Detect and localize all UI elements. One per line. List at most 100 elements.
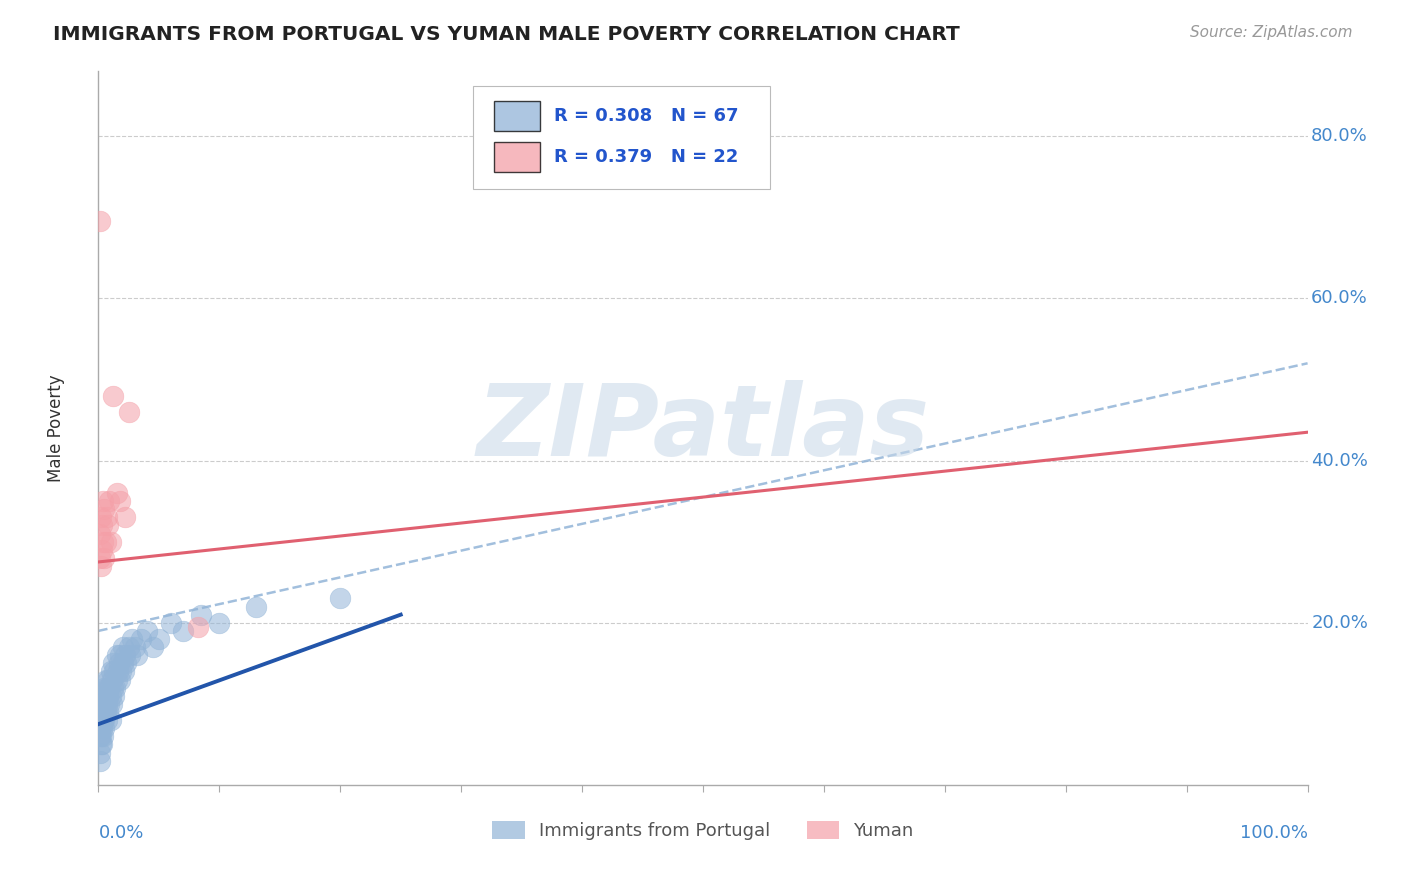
Point bbox=[121, 632, 143, 646]
Point bbox=[148, 632, 170, 646]
Point bbox=[103, 665, 125, 679]
Point bbox=[94, 673, 117, 687]
Point bbox=[98, 494, 121, 508]
Point bbox=[96, 510, 118, 524]
Point bbox=[91, 697, 114, 711]
Point bbox=[101, 681, 124, 695]
Point bbox=[112, 665, 135, 679]
Point bbox=[115, 657, 138, 671]
Point bbox=[110, 665, 132, 679]
Point bbox=[118, 640, 141, 654]
Point bbox=[129, 632, 152, 646]
Point bbox=[91, 518, 114, 533]
Point bbox=[108, 494, 131, 508]
Text: Male Poverty: Male Poverty bbox=[46, 375, 65, 482]
Point bbox=[172, 624, 194, 638]
Point bbox=[114, 648, 136, 663]
Text: R = 0.379   N = 22: R = 0.379 N = 22 bbox=[554, 148, 738, 166]
Point bbox=[93, 713, 115, 727]
Point bbox=[91, 494, 114, 508]
Point bbox=[94, 705, 117, 719]
Text: 100.0%: 100.0% bbox=[1240, 824, 1308, 842]
Point bbox=[100, 689, 122, 703]
Point bbox=[91, 705, 114, 719]
Point bbox=[90, 713, 112, 727]
Point bbox=[93, 681, 115, 695]
Point bbox=[89, 526, 111, 541]
Text: 0.0%: 0.0% bbox=[98, 824, 143, 842]
Text: 20.0%: 20.0% bbox=[1312, 614, 1368, 632]
Point bbox=[100, 713, 122, 727]
Point bbox=[94, 534, 117, 549]
Point bbox=[127, 648, 149, 663]
Point bbox=[96, 713, 118, 727]
Point bbox=[100, 673, 122, 687]
Point bbox=[105, 648, 128, 663]
Point bbox=[111, 657, 134, 671]
Text: ZIPatlas: ZIPatlas bbox=[477, 380, 929, 476]
Point bbox=[208, 615, 231, 630]
Point bbox=[100, 534, 122, 549]
Point bbox=[91, 542, 114, 557]
Point bbox=[111, 640, 134, 654]
Point bbox=[107, 665, 129, 679]
FancyBboxPatch shape bbox=[474, 86, 769, 189]
Point bbox=[108, 657, 131, 671]
Point bbox=[108, 648, 131, 663]
Point bbox=[101, 657, 124, 671]
Point bbox=[90, 510, 112, 524]
Text: Source: ZipAtlas.com: Source: ZipAtlas.com bbox=[1189, 25, 1353, 40]
Point bbox=[93, 721, 115, 735]
Point bbox=[90, 729, 112, 743]
Point bbox=[329, 591, 352, 606]
Point bbox=[89, 729, 111, 743]
Point bbox=[98, 697, 121, 711]
Point bbox=[100, 697, 122, 711]
Point bbox=[89, 754, 111, 768]
Point bbox=[105, 486, 128, 500]
Text: 40.0%: 40.0% bbox=[1312, 451, 1368, 469]
Text: 80.0%: 80.0% bbox=[1312, 128, 1368, 145]
Point bbox=[91, 721, 114, 735]
Point bbox=[97, 518, 120, 533]
Point bbox=[142, 640, 165, 654]
Point bbox=[105, 673, 128, 687]
Point bbox=[89, 550, 111, 565]
Point bbox=[245, 599, 267, 614]
Point bbox=[104, 681, 127, 695]
Point bbox=[91, 713, 114, 727]
Point bbox=[108, 673, 131, 687]
Point bbox=[90, 738, 112, 752]
Point bbox=[103, 689, 125, 703]
Text: 60.0%: 60.0% bbox=[1312, 289, 1368, 308]
Point bbox=[91, 689, 114, 703]
Point bbox=[90, 559, 112, 574]
Point bbox=[190, 607, 212, 622]
Point bbox=[98, 681, 121, 695]
Point bbox=[93, 502, 115, 516]
Text: IMMIGRANTS FROM PORTUGAL VS YUMAN MALE POVERTY CORRELATION CHART: IMMIGRANTS FROM PORTUGAL VS YUMAN MALE P… bbox=[53, 25, 960, 44]
Point bbox=[89, 214, 111, 228]
Point bbox=[89, 721, 111, 735]
Point bbox=[90, 705, 112, 719]
FancyBboxPatch shape bbox=[494, 102, 540, 131]
Legend: Immigrants from Portugal, Yuman: Immigrants from Portugal, Yuman bbox=[485, 814, 921, 847]
Point bbox=[124, 640, 146, 654]
Point bbox=[135, 624, 157, 638]
Point bbox=[94, 689, 117, 703]
Point bbox=[160, 615, 183, 630]
Point bbox=[91, 534, 114, 549]
Point bbox=[97, 673, 120, 687]
Point bbox=[96, 681, 118, 695]
Point bbox=[96, 697, 118, 711]
Point bbox=[97, 689, 120, 703]
Point bbox=[97, 705, 120, 719]
Point bbox=[93, 697, 115, 711]
Text: R = 0.308   N = 67: R = 0.308 N = 67 bbox=[554, 107, 738, 125]
FancyBboxPatch shape bbox=[494, 142, 540, 172]
Point bbox=[187, 620, 209, 634]
Point bbox=[114, 510, 136, 524]
Point bbox=[89, 746, 111, 760]
Point bbox=[91, 729, 114, 743]
Point bbox=[118, 648, 141, 663]
